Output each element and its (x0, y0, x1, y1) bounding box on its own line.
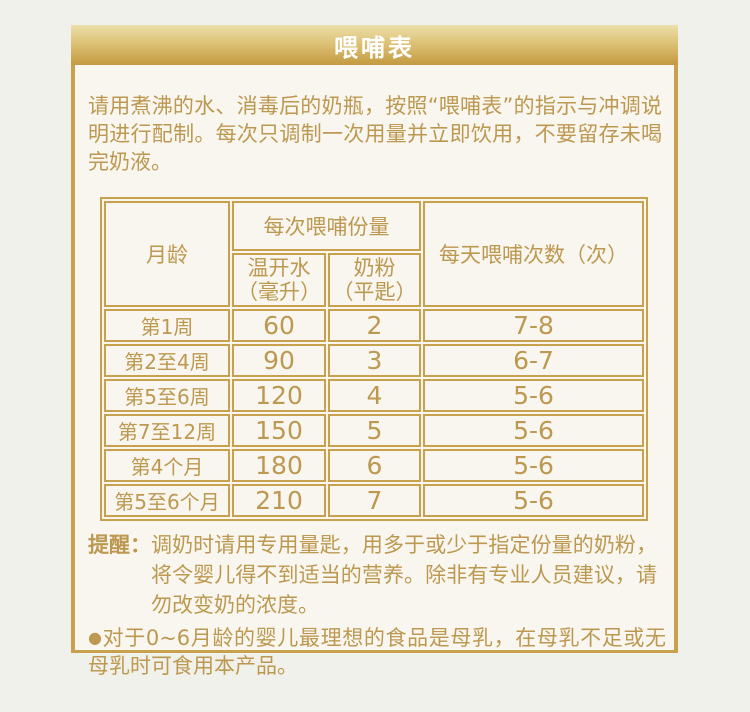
age-cell: 第7至12周 (104, 414, 230, 447)
powder-cell: 7 (328, 484, 421, 517)
age-cell: 第5至6周 (104, 379, 230, 412)
water-cell: 90 (232, 344, 326, 377)
table-row: 第1周 60 2 7-8 (104, 309, 644, 342)
age-cell: 第4个月 (104, 449, 230, 482)
powder-cell: 5 (328, 414, 421, 447)
water-cell: 60 (232, 309, 326, 342)
column-header-powder: 奶粉 （平匙） (328, 253, 421, 307)
reminder-text: 调奶时请用专用量匙，用多于或少于指定份量的奶粉，将令婴儿得不到适当的营养。除非有… (151, 533, 657, 617)
water-cell: 120 (232, 379, 326, 412)
powder-header-line1: 奶粉 (353, 256, 396, 280)
table-row: 第2至4周 90 3 6-7 (104, 344, 644, 377)
table-row: 第5至6个月 210 7 5-6 (104, 484, 644, 517)
feeding-table-panel: 喂哺表 请用煮沸的水、消毒后的奶瓶，按照“喂哺表”的指示与冲调说明进行配制。每次… (71, 25, 678, 678)
water-cell: 180 (232, 449, 326, 482)
age-cell: 第5至6个月 (104, 484, 230, 517)
powder-cell: 2 (328, 309, 421, 342)
table-row: 第5至6周 120 4 5-6 (104, 379, 644, 412)
page-title: 喂哺表 (334, 33, 415, 62)
bullet-icon: ● (88, 628, 103, 647)
daily-feeds-cell: 5-6 (423, 449, 644, 482)
daily-feeds-cell: 6-7 (423, 344, 644, 377)
breast-milk-note-text: 对于0~6月龄的婴儿最理想的食品是母乳，在母乳不足或无母乳时可食用本产品。 (88, 626, 666, 678)
feeding-table-banner: 喂哺表 (71, 25, 678, 65)
age-cell: 第1周 (104, 309, 230, 342)
powder-cell: 4 (328, 379, 421, 412)
powder-cell: 3 (328, 344, 421, 377)
column-header-age: 月龄 (104, 201, 230, 307)
daily-feeds-cell: 7-8 (423, 309, 644, 342)
reminder-note: 提醒： 调奶时请用专用量匙，用多于或少于指定份量的奶粉，将令婴儿得不到适当的营养… (88, 530, 661, 620)
daily-feeds-cell: 5-6 (423, 414, 644, 447)
age-cell: 第2至4周 (104, 344, 230, 377)
table-row: 第7至12周 150 5 5-6 (104, 414, 644, 447)
breast-milk-note: ●对于0~6月龄的婴儿最理想的食品是母乳，在母乳不足或无母乳时可食用本产品。 (88, 624, 666, 680)
water-header-line2: （毫升） (237, 280, 321, 304)
feeding-table-content: 请用煮沸的水、消毒后的奶瓶，按照“喂哺表”的指示与冲调说明进行配制。每次只调制一… (71, 65, 678, 678)
column-header-serving: 每次喂哺份量 (232, 201, 421, 251)
column-header-daily-feeds: 每天喂哺次数（次） (423, 201, 644, 307)
feeding-table: 月龄 每次喂哺份量 每天喂哺次数（次） 温开水 （毫升） 奶粉 （平匙） (100, 197, 648, 521)
preparation-instructions: 请用煮沸的水、消毒后的奶瓶，按照“喂哺表”的指示与冲调说明进行配制。每次只调制一… (88, 94, 662, 174)
column-header-water: 温开水 （毫升） (232, 253, 326, 307)
water-cell: 150 (232, 414, 326, 447)
water-header-line1: 温开水 (247, 256, 311, 280)
daily-feeds-cell: 5-6 (423, 379, 644, 412)
powder-header-line2: （平匙） (332, 280, 417, 304)
table-row: 第4个月 180 6 5-6 (104, 449, 644, 482)
daily-feeds-cell: 5-6 (423, 484, 644, 517)
water-cell: 210 (232, 484, 326, 517)
powder-cell: 6 (328, 449, 421, 482)
reminder-label: 提醒： (88, 533, 151, 557)
